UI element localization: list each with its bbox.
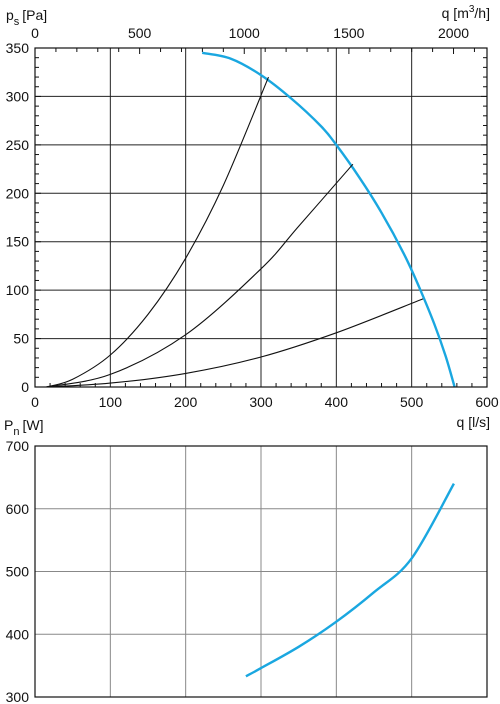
pressure-tick-label: 100 [6,282,30,298]
pressure-plot-frame [34,47,488,388]
power-tick-label: 700 [6,438,30,454]
power-curves [245,483,455,678]
power-tick-label: 500 [6,564,30,580]
pressure-gridlines [35,48,487,387]
system-curve-flat [46,298,424,388]
ls-tick-label: 300 [249,394,273,410]
m3h-tick-label: 1500 [333,25,364,41]
ls-tick-label: 400 [325,394,349,410]
pressure-tick-label: 350 [6,40,30,56]
pressure-tick-label: 200 [6,185,30,201]
system-curve-steep [46,76,270,388]
airflow-m3h-axis-label: q [m3/h] [442,4,490,21]
power-tick-labels: 300 400 500 600 700 [6,438,30,704]
pressure-tick-label: 150 [6,234,30,250]
power-tick-label: 600 [6,501,30,517]
fan-pressure-curve [201,51,456,388]
pressure-tick-label: 300 [6,88,30,104]
ls-tick-label: 600 [475,394,499,410]
pressure-curves [46,51,456,388]
airflow-ls-axis-label: q [l/s] [457,414,490,430]
system-curve-medium [46,163,354,388]
m3h-tick-label: 1000 [229,25,260,41]
ls-tick-label: 200 [174,394,198,410]
m3h-tick-label: 0 [31,25,39,41]
pressure-tick-labels: 0 100 200 300 400 500 600 0 50 100 150 200 250 300 350… [6,25,499,410]
power-gridlines [35,446,487,697]
power-curve [245,483,455,678]
power-plot-frame [34,445,488,698]
power-axis-label: Pn [W] [4,417,43,438]
power-tick-label: 300 [6,689,30,704]
pressure-tick-label: 250 [6,137,30,153]
m3h-tick-label: 2000 [438,25,469,41]
ls-tick-label: 500 [400,394,424,410]
pressure-tick-label: 50 [13,331,29,347]
power-tick-label: 400 [6,626,30,642]
ls-tick-label: 0 [31,394,39,410]
pressure-axis-label: ps [Pa] [6,7,47,28]
pressure-tick-label: 0 [21,379,29,395]
m3h-tick-label: 500 [128,25,152,41]
ls-tick-label: 100 [99,394,123,410]
